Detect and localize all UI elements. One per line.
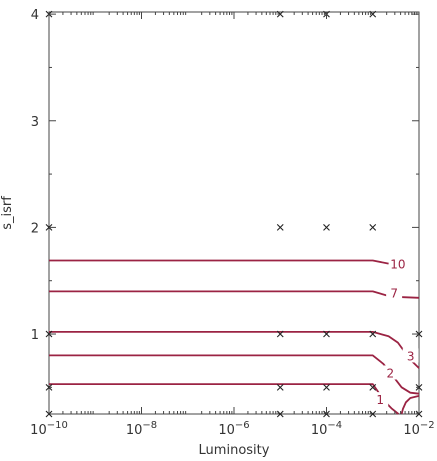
contour-line <box>49 259 389 265</box>
contour-label: 7 <box>390 287 398 301</box>
marker-stroke <box>369 410 377 418</box>
contour-label-background <box>389 256 406 271</box>
sample-point-marker <box>323 383 330 391</box>
x-tick-label: 10−8 <box>126 420 157 438</box>
contour-label: 3 <box>407 349 415 363</box>
marker-stroke <box>276 10 284 18</box>
y-tick-label: 4 <box>31 8 39 23</box>
y-axis-label: s_isrf <box>0 196 15 230</box>
contour-label-background <box>372 392 389 407</box>
sample-point-marker <box>369 383 377 391</box>
marker-stroke <box>369 10 377 18</box>
sample-point-marker <box>369 224 377 231</box>
contour-lines: 10 7 321 <box>49 256 420 415</box>
marker-stroke <box>323 224 330 231</box>
contour-label-background <box>382 365 399 380</box>
plot-frame <box>48 11 420 415</box>
y-tick-label: 2 <box>31 221 39 236</box>
x-axis-ticks: 10−10 10−8 10−6 10−4 10−2 <box>30 12 435 438</box>
x-tick-label: 10−10 <box>30 420 68 438</box>
sample-point-marker <box>323 330 330 338</box>
sample-point-marker <box>276 383 284 391</box>
contour-label-background <box>386 285 403 300</box>
x-tick-label: 10−2 <box>403 420 434 438</box>
marker-stroke <box>276 330 284 338</box>
sample-point-marker <box>276 224 284 231</box>
contour-label: 2 <box>387 366 395 380</box>
contour-line <box>49 354 420 395</box>
sample-point-marker <box>369 330 377 338</box>
marker-stroke <box>323 330 330 338</box>
x-axis-label: Luminosity <box>199 443 270 458</box>
marker-stroke <box>276 224 284 231</box>
x-tick-label: 10−6 <box>218 420 249 438</box>
marker-stroke <box>276 410 284 418</box>
sample-point-marker <box>276 330 284 338</box>
contour-line <box>49 290 420 299</box>
contour-line <box>49 331 420 369</box>
contour-label: 10 <box>390 258 405 272</box>
y-tick-label: 3 <box>31 115 39 130</box>
contour-line <box>49 383 400 415</box>
marker-stroke <box>369 383 377 391</box>
contour-label-background <box>402 348 419 363</box>
marker-stroke <box>323 383 330 391</box>
marker-stroke <box>369 330 377 338</box>
marker-stroke <box>276 383 284 391</box>
contour-line <box>400 395 420 415</box>
x-tick-label: 10−4 <box>311 420 342 438</box>
marker-stroke <box>369 224 377 231</box>
contour-label: 1 <box>376 393 384 407</box>
y-tick-label: 1 <box>31 328 39 343</box>
sample-point-marker <box>323 224 330 231</box>
